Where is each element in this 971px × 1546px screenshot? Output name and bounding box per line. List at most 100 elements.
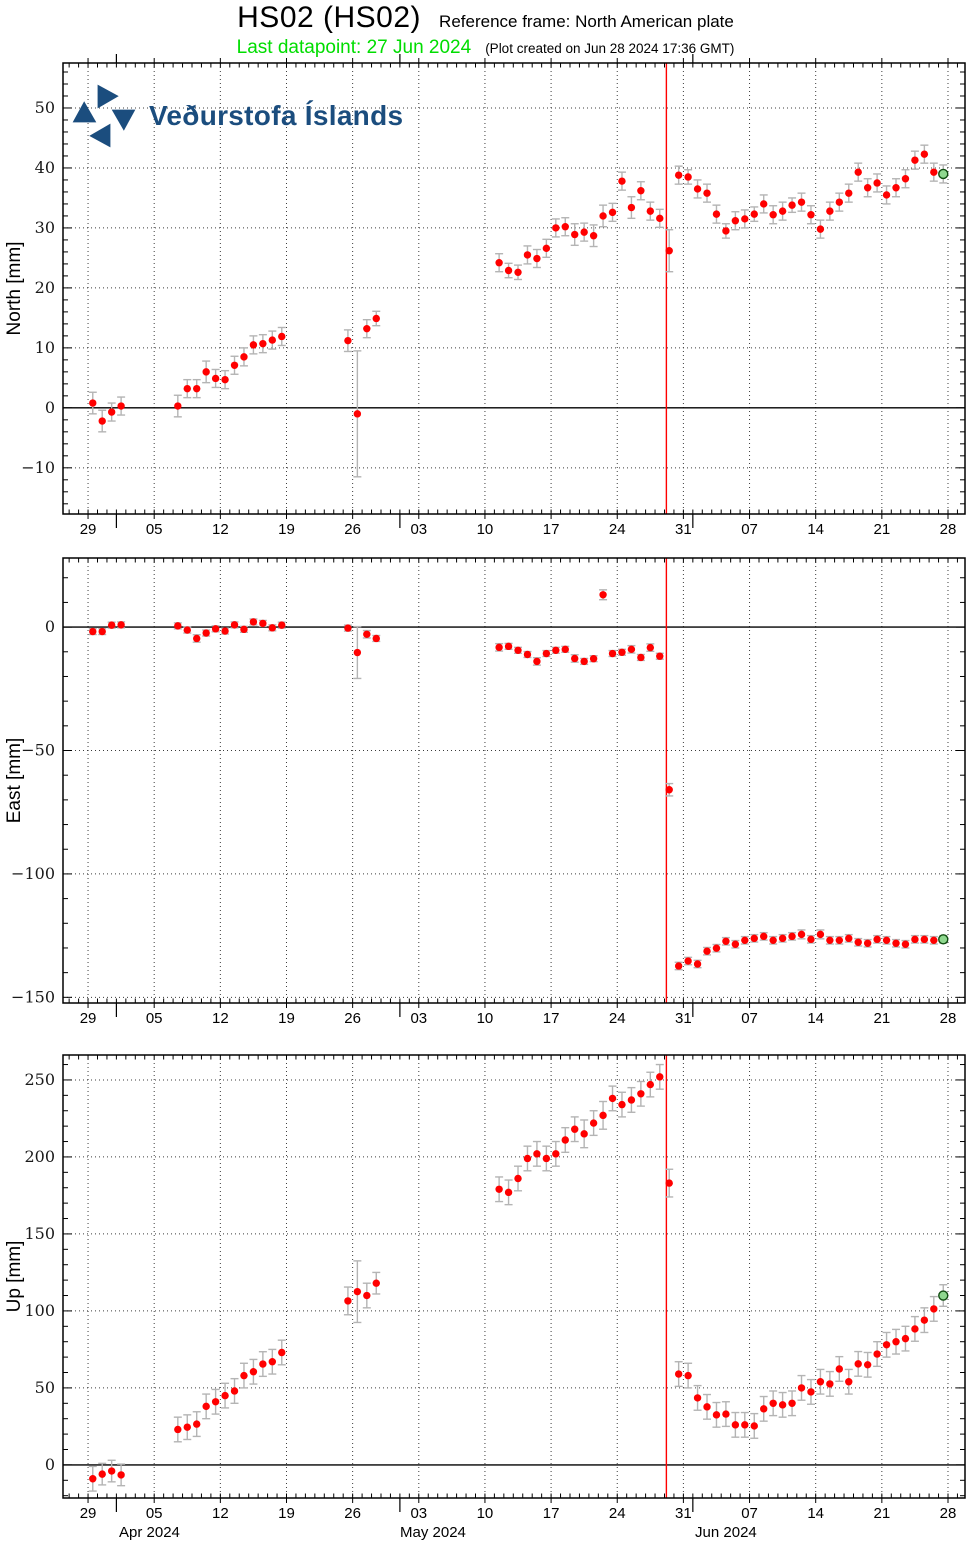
x-tick-labels: 29 05 12 19 26 03 10 17 24 31 07 14 21 28 (80, 1003, 957, 1027)
x-tick-label: 29 (80, 1010, 97, 1027)
data-point (249, 341, 258, 349)
data-point (911, 1325, 919, 1333)
data-point (684, 1371, 692, 1380)
axis-ticks (63, 1055, 965, 1498)
x-tick-label: 14 (807, 521, 824, 538)
data-point (353, 648, 362, 657)
data-point (703, 189, 711, 197)
x-tick-label: 19 (278, 521, 295, 538)
data-point (561, 1136, 569, 1144)
data-point (608, 1094, 617, 1103)
data-point (608, 208, 617, 217)
data-point (552, 1150, 560, 1158)
y-axis-title: Up [mm] (4, 1241, 25, 1313)
last-datapoint-label: Last datapoint: 27 Jun 2024 (236, 37, 472, 58)
data-point (665, 247, 673, 255)
data-point (580, 228, 588, 236)
data-point (863, 1361, 872, 1369)
y-tick-label: 30 (35, 218, 55, 237)
data-point (797, 198, 806, 206)
data-point (268, 336, 277, 344)
data-point (712, 1411, 721, 1419)
x-tick-label: 14 (807, 1010, 824, 1027)
data-point (665, 1179, 673, 1187)
data-point (788, 201, 796, 209)
last-data-point (938, 1290, 949, 1301)
data-point (504, 266, 513, 275)
data-point (117, 402, 125, 410)
data-point (89, 627, 97, 636)
data-point (816, 225, 825, 233)
month-label: Jun 2024 (695, 1524, 757, 1541)
data-point (882, 191, 891, 199)
data-point (240, 625, 248, 634)
data-point (230, 621, 239, 629)
y-tick-label: −100 (11, 864, 55, 883)
data-point (571, 230, 579, 239)
data-point (863, 184, 872, 192)
x-tick-label: 31 (675, 521, 692, 538)
x-tick-label: 17 (543, 521, 560, 538)
data-points (89, 150, 949, 425)
data-point (741, 936, 749, 945)
data-point (873, 935, 881, 944)
data-points (89, 591, 949, 970)
data-point (495, 643, 503, 652)
data-point (193, 1420, 201, 1428)
data-point (117, 1471, 125, 1479)
data-point (741, 1421, 749, 1429)
x-tick-label: 17 (543, 1010, 560, 1027)
x-tick-label: 03 (410, 1505, 427, 1522)
data-point (826, 207, 834, 215)
data-point (637, 653, 645, 662)
data-point (703, 1403, 711, 1411)
data-point (854, 168, 862, 176)
data-point (656, 652, 664, 660)
data-point (599, 1111, 607, 1120)
station-title: HS02 (HS02) (237, 1, 422, 34)
data-point (514, 268, 522, 277)
data-point (249, 1368, 258, 1376)
x-tick-label: 31 (675, 1505, 692, 1522)
y-tick-label: 0 (45, 617, 55, 636)
data-point (863, 939, 872, 947)
data-point (183, 384, 191, 393)
data-point (533, 657, 541, 666)
data-point (353, 1287, 362, 1296)
data-point (495, 259, 503, 267)
y-axis-title: North [mm] (4, 242, 25, 336)
data-point (778, 1401, 787, 1409)
reference-frame-label: Reference frame: North American plate (439, 12, 734, 31)
data-point (731, 940, 740, 948)
header-line-2: Last datapoint: 27 Jun 2024 (Plot create… (0, 37, 971, 59)
data-point (646, 207, 655, 215)
x-tick-label: 07 (741, 1505, 758, 1522)
data-point (259, 619, 267, 628)
data-point (627, 1096, 636, 1104)
data-point (618, 1100, 626, 1109)
data-point (571, 1125, 579, 1133)
data-point (533, 1150, 541, 1158)
data-point (816, 930, 825, 939)
x-tick-label: 24 (609, 1505, 626, 1522)
data-point (750, 1422, 758, 1430)
data-point (514, 1174, 522, 1183)
y-tick-label: 50 (35, 98, 55, 117)
data-point (202, 1402, 210, 1411)
y-tick-label: −10 (21, 458, 55, 477)
data-point (344, 1297, 352, 1305)
data-point (174, 622, 182, 630)
data-point (504, 642, 513, 651)
data-point (693, 185, 702, 193)
data-point (854, 938, 862, 946)
data-point (816, 1378, 825, 1386)
data-point (750, 934, 758, 943)
x-tick-label: 28 (940, 1010, 957, 1027)
data-point (674, 1370, 683, 1378)
data-point (627, 645, 636, 654)
data-point (561, 645, 569, 654)
data-point (760, 1405, 768, 1413)
data-point (731, 217, 740, 225)
north-plot: 29 05 12 19 26 03 10 17 24 31 07 14 21 28 −10 0 10 20 30 40… (4, 54, 966, 538)
